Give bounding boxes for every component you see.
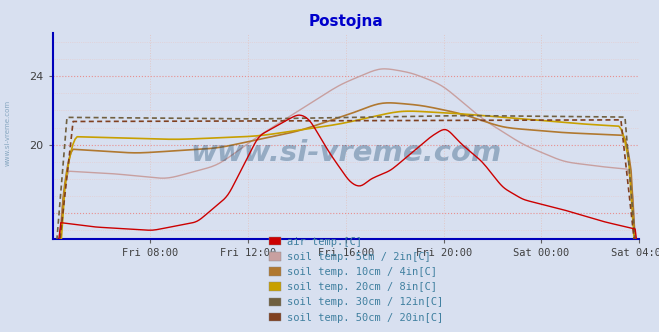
Text: www.si-vreme.com: www.si-vreme.com bbox=[5, 100, 11, 166]
Legend: air temp.[C], soil temp. 5cm / 2in[C], soil temp. 10cm / 4in[C], soil temp. 20cm: air temp.[C], soil temp. 5cm / 2in[C], s… bbox=[265, 232, 447, 327]
Title: Postojna: Postojna bbox=[308, 14, 384, 29]
Text: www.si-vreme.com: www.si-vreme.com bbox=[190, 138, 501, 167]
